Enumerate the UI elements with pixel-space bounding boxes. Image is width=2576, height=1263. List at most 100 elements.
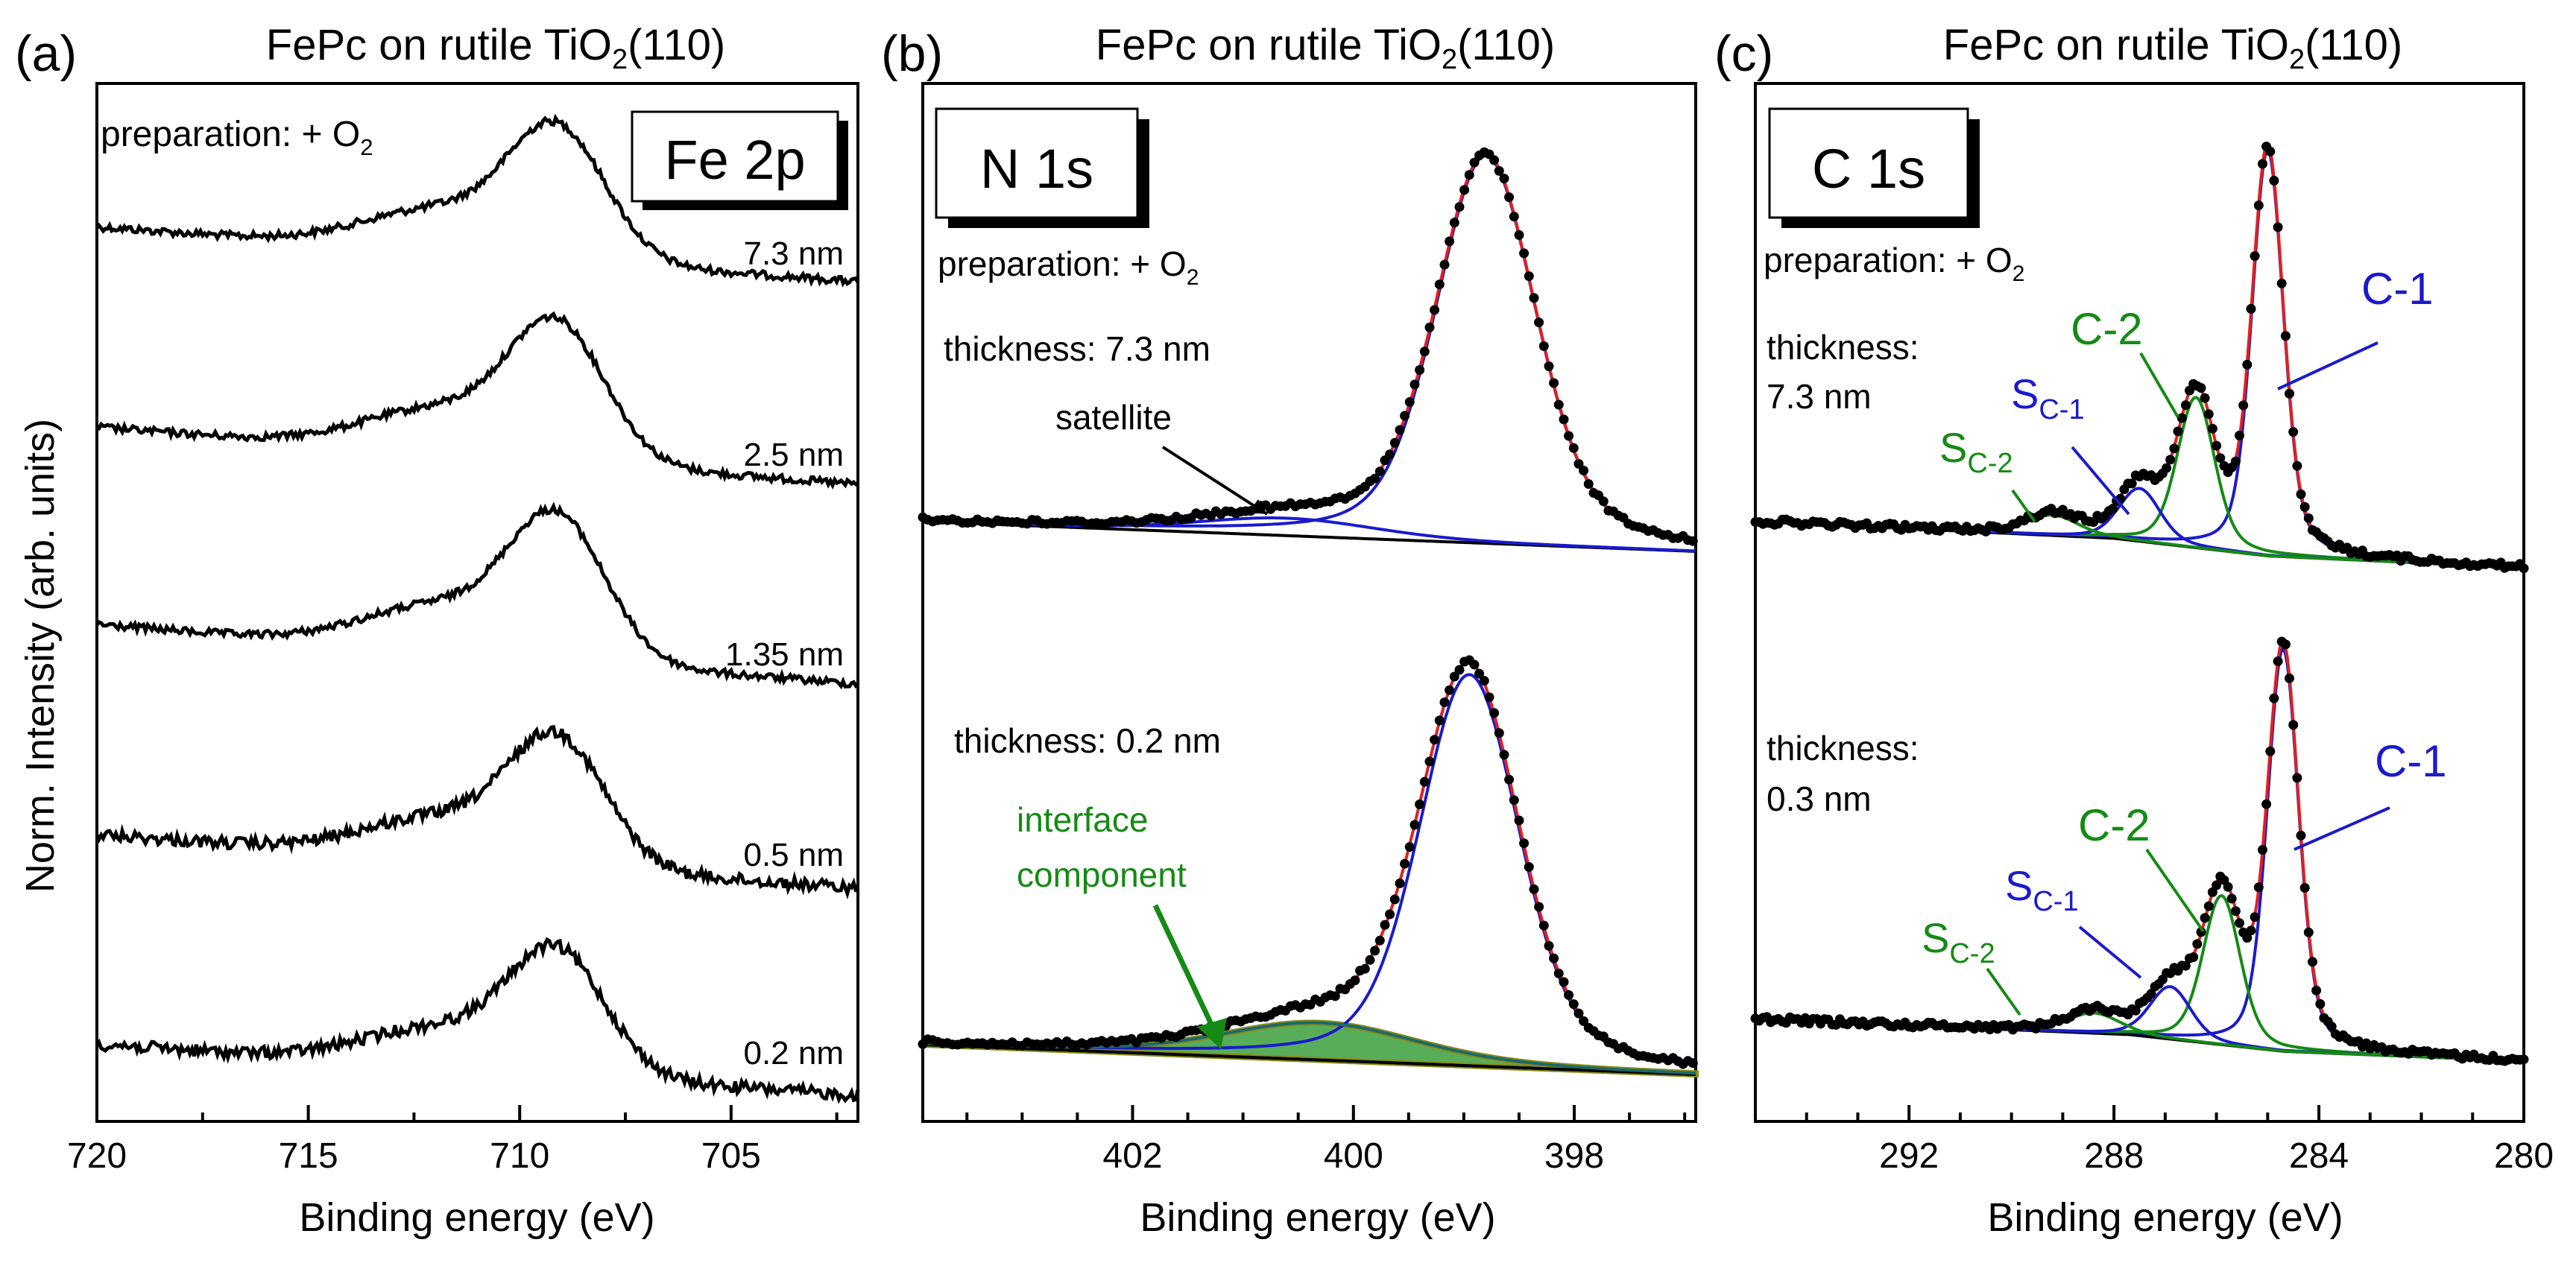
data-point bbox=[2519, 1054, 2529, 1065]
data-point bbox=[2188, 952, 2199, 962]
data-point bbox=[2207, 423, 2217, 434]
data-point bbox=[1400, 411, 1410, 421]
data-point bbox=[2296, 830, 2306, 841]
panel-c-tick-label: 292 bbox=[1879, 1136, 1939, 1176]
data-point bbox=[1439, 259, 1450, 270]
satellite-label: satellite bbox=[1055, 398, 1172, 437]
satellite-arrow bbox=[1161, 446, 1269, 516]
data-point bbox=[2192, 939, 2203, 949]
data-point bbox=[2250, 912, 2260, 922]
panel-a-title: FePc on rutile TiO2(110) bbox=[266, 21, 725, 75]
sc1-leader-bottom bbox=[2078, 925, 2142, 979]
c1s-envelope-fit-bottom bbox=[1755, 639, 2525, 1062]
data-point bbox=[2169, 443, 2179, 454]
data-point bbox=[2242, 933, 2253, 943]
data-point bbox=[2258, 845, 2267, 855]
data-point bbox=[1430, 735, 1440, 745]
data-point bbox=[1370, 473, 1380, 484]
panel-b-frame bbox=[921, 82, 1697, 1123]
panel-a-preparation: preparation: + O2 bbox=[101, 115, 373, 160]
data-point bbox=[1474, 668, 1485, 679]
data-point bbox=[2280, 331, 2291, 341]
data-point bbox=[2303, 927, 2314, 937]
ticks-layer: 720 715 710 705 402 400 398 292 288 284 280 bbox=[67, 1105, 2554, 1176]
data-point bbox=[1409, 820, 1420, 830]
data-point bbox=[2315, 998, 2326, 1009]
data-point bbox=[2180, 960, 2191, 971]
data-point bbox=[2212, 440, 2222, 451]
data-point bbox=[1524, 271, 1534, 282]
sc1-leader-top bbox=[2071, 446, 2130, 516]
data-point bbox=[1549, 378, 1559, 388]
data-point bbox=[2299, 501, 2310, 512]
c2-label-bottom: C-2 bbox=[2078, 800, 2150, 850]
c1-leader-top bbox=[2277, 341, 2378, 390]
data-point bbox=[2285, 673, 2294, 683]
data-point bbox=[2203, 409, 2214, 420]
data-point bbox=[1395, 879, 1405, 888]
fe2p-spectrum-7-3-nm bbox=[95, 113, 860, 288]
series-label-0-2: 0.2 nm bbox=[743, 1035, 844, 1072]
data-point bbox=[1499, 750, 1509, 760]
svg-text:C 1s: C 1s bbox=[1812, 138, 1925, 200]
data-point bbox=[2303, 513, 2314, 523]
data-point bbox=[1579, 1016, 1589, 1026]
data-point bbox=[1459, 185, 1470, 195]
satellite-arrowhead bbox=[1248, 499, 1267, 514]
c2-leader-top bbox=[2139, 352, 2179, 419]
panel-a-letter: (a) bbox=[15, 25, 77, 82]
data-point bbox=[1395, 425, 1405, 435]
data-point bbox=[1564, 990, 1574, 1000]
data-point bbox=[2326, 1022, 2337, 1032]
c1-label-bottom: C-1 bbox=[2375, 736, 2447, 786]
panel-c-thickness-top-1: thickness: bbox=[1767, 328, 1919, 367]
panel-b-thickness-bottom: thickness: 0.2 nm bbox=[954, 721, 1221, 760]
panel-c-frame bbox=[1754, 82, 2525, 1123]
data-point bbox=[1559, 977, 1569, 987]
panel-c-xlabel: Binding energy (eV) bbox=[1987, 1195, 2343, 1240]
panel-b-preparation: preparation: + O2 bbox=[938, 244, 1199, 290]
data-point bbox=[1404, 842, 1415, 852]
panel-c-thickness-bottom-2: 0.3 nm bbox=[1767, 779, 1872, 818]
data-point bbox=[1365, 955, 1375, 965]
data-point bbox=[1559, 414, 1569, 425]
data-point bbox=[1519, 838, 1530, 849]
data-point bbox=[1538, 341, 1549, 351]
interface-label-1: interface bbox=[1017, 800, 1148, 839]
data-point bbox=[2223, 881, 2233, 892]
n1s-data-points-bottom bbox=[918, 655, 1698, 1069]
data-point bbox=[2292, 460, 2302, 471]
data-point bbox=[2269, 175, 2279, 186]
data-point bbox=[1464, 170, 1474, 180]
panel-b-tick-label: 398 bbox=[1544, 1136, 1604, 1176]
data-point bbox=[1564, 431, 1574, 441]
data-point bbox=[1479, 676, 1489, 686]
data-point bbox=[2273, 656, 2283, 666]
data-point bbox=[2280, 639, 2291, 650]
panel-b-thickness-top: thickness: 7.3 nm bbox=[944, 329, 1210, 368]
panel-a-tick-label: 720 bbox=[67, 1136, 127, 1176]
panel-a-frame bbox=[95, 82, 859, 1123]
data-point bbox=[2230, 906, 2241, 917]
data-point bbox=[1430, 305, 1440, 315]
data-point bbox=[1415, 365, 1425, 375]
data-point bbox=[1579, 465, 1589, 475]
y-axis-label: Norm. Intensity (arb. units) bbox=[18, 419, 63, 893]
data-point bbox=[2212, 880, 2222, 890]
panel-b-region-box: N 1s bbox=[935, 107, 1149, 228]
data-point bbox=[2288, 427, 2299, 437]
data-point bbox=[1469, 659, 1480, 670]
data-point bbox=[1380, 919, 1390, 930]
data-point bbox=[2269, 693, 2279, 703]
data-point bbox=[2176, 413, 2187, 423]
interface-arrowhead bbox=[1197, 1018, 1227, 1049]
data-point bbox=[1385, 449, 1395, 460]
data-point bbox=[1484, 692, 1494, 703]
data-point bbox=[1454, 665, 1465, 675]
panel-a-tick-label: 710 bbox=[490, 1136, 549, 1176]
data-point bbox=[1489, 708, 1500, 718]
fe2p-spectrum-2-5-nm bbox=[96, 311, 859, 490]
panel-b-title: FePc on rutile TiO2(110) bbox=[1096, 21, 1555, 75]
data-point bbox=[1504, 192, 1515, 203]
